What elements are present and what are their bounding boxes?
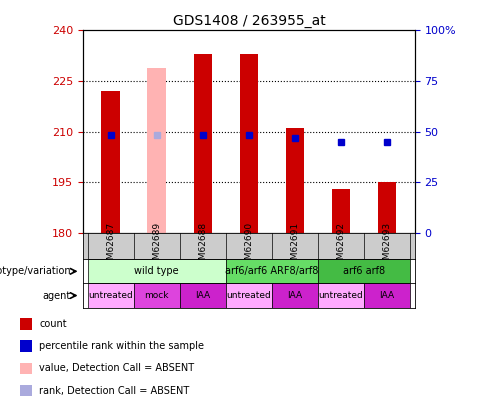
- Text: count: count: [39, 319, 67, 329]
- Text: value, Detection Call = ABSENT: value, Detection Call = ABSENT: [39, 363, 194, 373]
- Text: untreated: untreated: [319, 291, 364, 300]
- Text: wild type: wild type: [134, 266, 179, 276]
- Text: GSM62689: GSM62689: [152, 222, 161, 271]
- Bar: [180, 284, 226, 308]
- Text: IAA: IAA: [195, 291, 210, 300]
- Bar: [134, 284, 180, 308]
- Text: arf6/arf6 ARF8/arf8: arf6/arf6 ARF8/arf8: [225, 266, 319, 276]
- Bar: [318, 284, 364, 308]
- Bar: [318, 259, 410, 283]
- Bar: [147, 68, 166, 233]
- Text: GSM62692: GSM62692: [337, 222, 346, 271]
- Bar: [286, 128, 304, 233]
- Bar: [240, 54, 258, 233]
- Title: GDS1408 / 263955_at: GDS1408 / 263955_at: [172, 14, 325, 28]
- Text: genotype/variation: genotype/variation: [0, 266, 71, 276]
- Bar: [194, 54, 212, 233]
- Text: untreated: untreated: [88, 291, 133, 300]
- Bar: [332, 189, 350, 233]
- Bar: [87, 259, 226, 283]
- Text: agent: agent: [42, 290, 71, 301]
- Text: GSM62691: GSM62691: [290, 222, 300, 271]
- Bar: [87, 284, 134, 308]
- Text: arf6 arf8: arf6 arf8: [343, 266, 385, 276]
- Bar: [102, 91, 120, 233]
- Bar: [272, 284, 318, 308]
- Text: GSM62693: GSM62693: [383, 222, 392, 271]
- Text: GSM62690: GSM62690: [244, 222, 253, 271]
- Text: rank, Detection Call = ABSENT: rank, Detection Call = ABSENT: [39, 386, 189, 396]
- Text: GSM62688: GSM62688: [198, 222, 207, 271]
- Text: IAA: IAA: [287, 291, 303, 300]
- Bar: [364, 284, 410, 308]
- Text: mock: mock: [144, 291, 169, 300]
- Bar: [378, 182, 396, 233]
- Text: GSM62687: GSM62687: [106, 222, 115, 271]
- Text: IAA: IAA: [380, 291, 395, 300]
- Bar: [226, 284, 272, 308]
- Text: percentile rank within the sample: percentile rank within the sample: [39, 341, 204, 351]
- Bar: [226, 259, 318, 283]
- Text: untreated: untreated: [226, 291, 271, 300]
